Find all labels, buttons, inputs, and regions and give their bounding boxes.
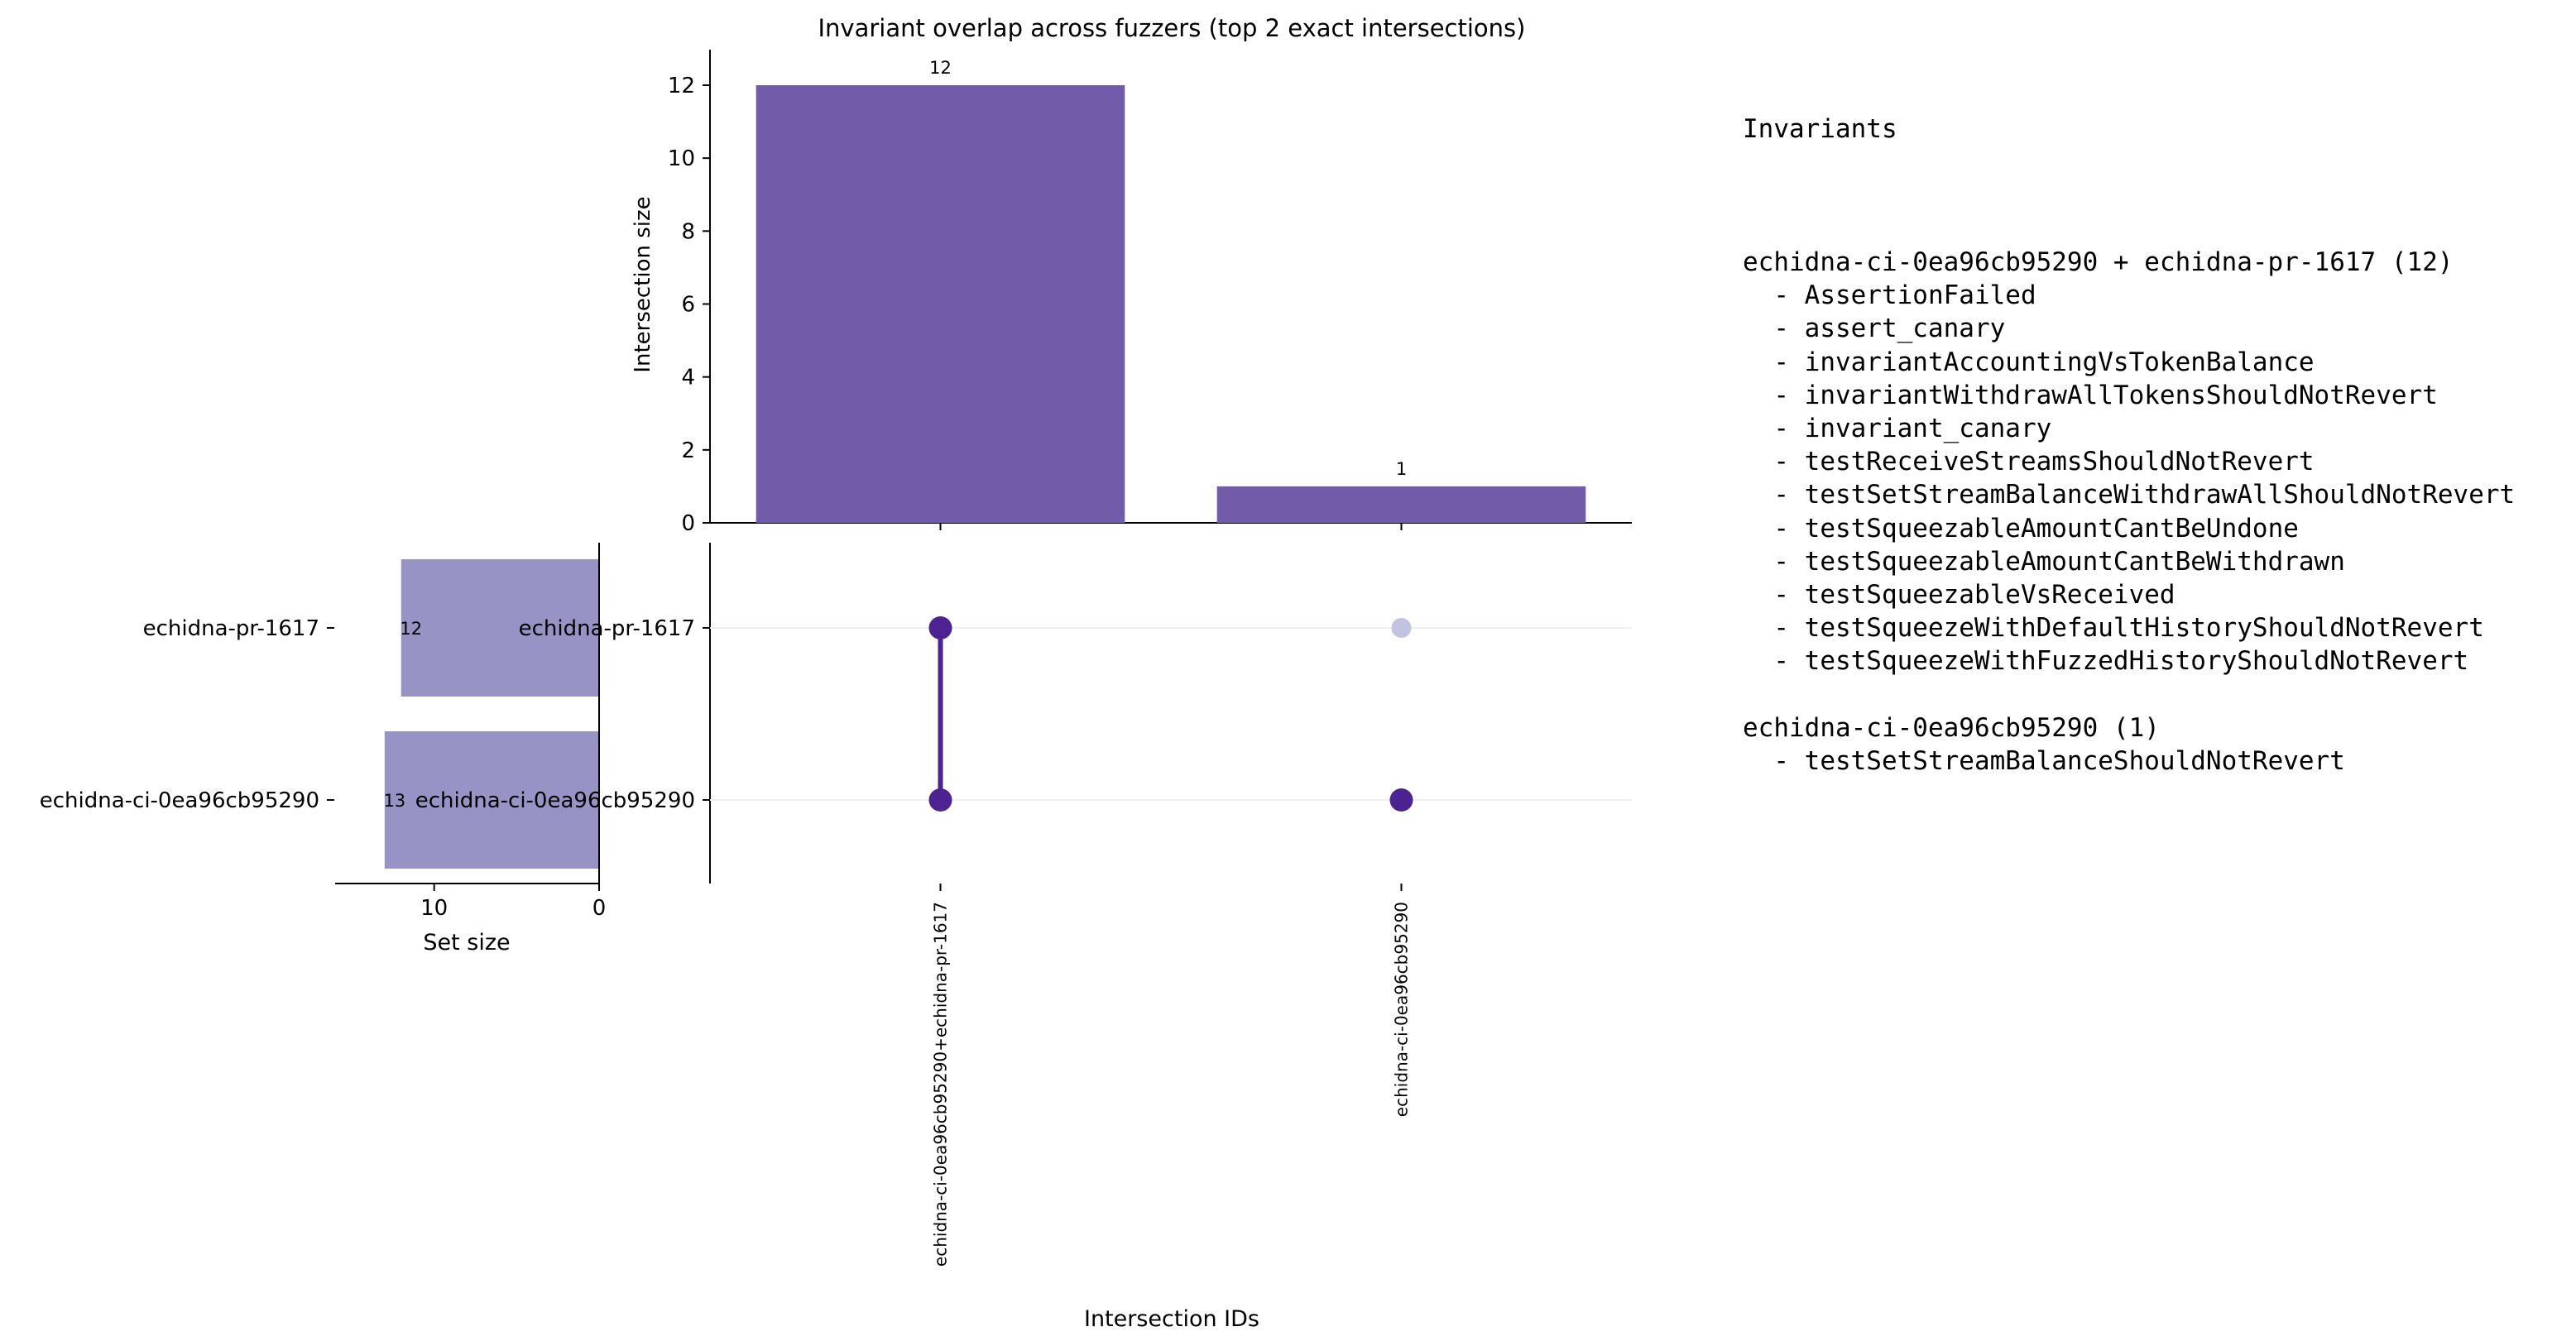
set-labels: echidna-pr-1617 echidna-pr-1617 echidna-ci… [40,616,695,813]
bar-value-label: 12 [929,58,952,78]
intersection-size-axis-label: Intersection size [631,196,655,372]
membership-dot-active [1389,788,1413,812]
invariant-group-title: echidna-ci-0ea96cb95290 + echidna-pr-161… [1743,247,2454,278]
set-size-panel: 12 13 10 0 [335,543,606,921]
set-size-value-label: 12 [400,619,422,639]
y-tick-label: 6 [681,293,695,318]
intersection-bars: 12 1 [756,58,1586,530]
intersection-id-label: echidna-ci-0ea96cb95290 [1392,902,1412,1117]
invariant-item: testSetStreamBalanceShouldNotRevert [1743,745,2570,778]
invariant-item: testSqueezableVsReceived [1743,578,2570,611]
y-tick-label: 10 [668,146,695,171]
set-label-matrix: echidna-ci-0ea96cb95290 [415,788,695,813]
intersection-id-labels: echidna-ci-0ea96cb95290+echidna-pr-1617 e… [931,902,1412,1267]
intersection-bar [1216,486,1586,523]
invariant-item: invariant_canary [1743,412,2570,445]
invariant-group: echidna-ci-0ea96cb95290 + echidna-pr-161… [1743,246,2570,678]
invariant-list-heading: Invariants [1743,114,1897,145]
invariant-item: AssertionFailed [1743,279,2570,312]
invariant-groups: echidna-ci-0ea96cb95290 + echidna-pr-161… [1743,246,2570,778]
invariant-item: testSqueezableAmountCantBeUndone [1743,512,2570,545]
invariant-item: assert_canary [1743,312,2570,345]
set-size-tick-label: 0 [592,896,607,921]
invariant-list-panel: Invariants echidna-ci-0ea96cb95290 + ech… [1743,46,2570,811]
set-size-tick-label: 10 [420,896,448,921]
invariant-item: testReceiveStreamsShouldNotRevert [1743,445,2570,478]
invariant-item: testSqueezableAmountCantBeWithdrawn [1743,545,2570,578]
set-label-outer: echidna-pr-1617 [143,616,319,641]
set-size-bar [401,559,599,697]
y-tick-label: 12 [668,74,695,98]
set-size-value-label: 13 [383,791,405,811]
set-label-matrix: echidna-pr-1617 [519,616,695,641]
set-size-axis-label: Set size [423,930,510,955]
y-tick-label: 8 [681,219,695,244]
membership-dot-active [928,616,952,639]
invariant-group: echidna-ci-0ea96cb95290 (1)testSetStream… [1743,711,2570,778]
set-label-outer: echidna-ci-0ea96cb95290 [40,788,319,813]
y-tick-label: 4 [681,366,695,390]
y-tick-label: 2 [681,438,695,463]
bar-value-label: 1 [1396,459,1407,479]
chart-title: Invariant overlap across fuzzers (top 2 … [818,14,1526,42]
membership-dot-inactive [1391,618,1412,638]
y-tick-label: 0 [681,511,695,536]
invariant-item: testSqueezeWithDefaultHistoryShouldNotRe… [1743,611,2570,644]
intersection-id-label: echidna-ci-0ea96cb95290+echidna-pr-1617 [931,902,951,1267]
invariant-item: testSetStreamBalanceWithdrawAllShouldNot… [1743,478,2570,511]
intersection-bar [756,85,1125,523]
membership-matrix [703,543,1632,891]
invariant-item: invariantWithdrawAllTokensShouldNotRever… [1743,379,2570,412]
invariant-item: testSqueezeWithFuzzedHistoryShouldNotRev… [1743,644,2570,678]
invariant-group-title: echidna-ci-0ea96cb95290 (1) [1743,712,2160,743]
set-size-bar [384,731,599,869]
membership-dot-active [928,788,952,812]
invariant-item: invariantAccountingVsTokenBalance [1743,346,2570,379]
intersection-ids-axis-label: Intersection IDs [1084,1306,1259,1332]
